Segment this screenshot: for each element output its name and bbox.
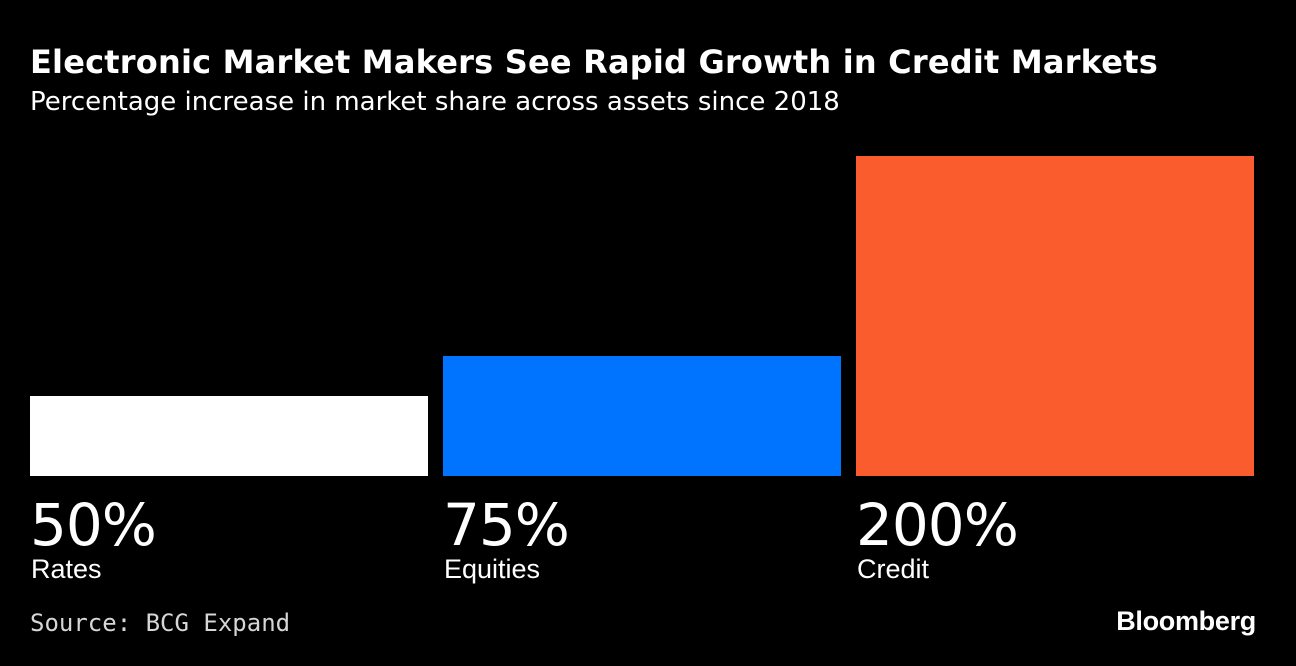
bloomberg-logo: Bloomberg xyxy=(1116,606,1256,636)
value-label-credit: 200% xyxy=(856,491,1018,559)
source-note: Source: BCG Expand xyxy=(30,609,291,637)
category-label-credit: Credit xyxy=(857,554,930,584)
bar-rates xyxy=(30,396,428,476)
chart-title: Electronic Market Makers See Rapid Growt… xyxy=(30,43,1158,81)
value-label-equities: 75% xyxy=(443,491,569,559)
bar-credit xyxy=(856,156,1254,476)
chart-subtitle: Percentage increase in market share acro… xyxy=(30,87,840,117)
bar-equities xyxy=(443,356,841,476)
value-label-rates: 50% xyxy=(30,491,156,559)
category-label-equities: Equities xyxy=(444,554,540,584)
category-label-rates: Rates xyxy=(31,554,102,584)
